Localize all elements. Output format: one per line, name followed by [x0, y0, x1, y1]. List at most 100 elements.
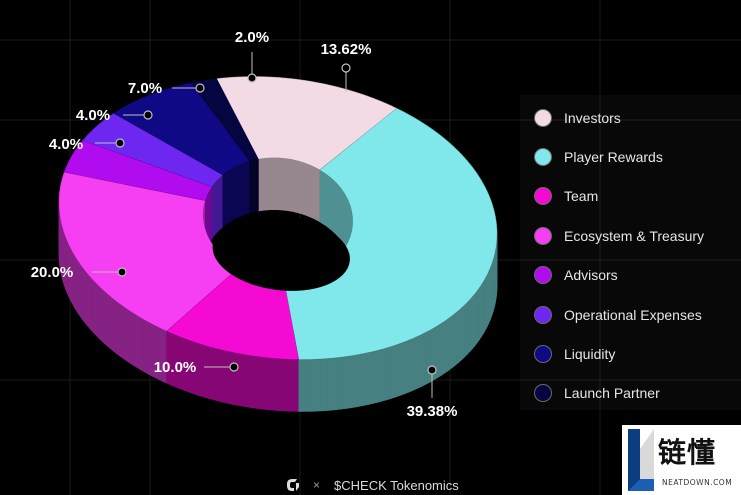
legend-item: Advisors	[530, 256, 741, 295]
slice-side-1	[458, 307, 462, 364]
leader-dot-5	[143, 110, 153, 120]
watermark-logo-icon	[628, 429, 654, 491]
slice-side-3	[116, 300, 121, 357]
slice-side-1	[445, 317, 450, 374]
legend-swatch	[534, 226, 552, 245]
slice-side-3	[82, 266, 86, 324]
slice-side-3	[109, 295, 114, 352]
slice-side-1	[309, 358, 316, 412]
slice-side-1	[366, 351, 373, 406]
footer-separator: ×	[313, 478, 321, 492]
leader-dot-1	[427, 365, 437, 375]
slice-side-1	[351, 354, 358, 408]
slice-side-2	[199, 343, 206, 398]
slice-side-1	[422, 331, 427, 387]
slice-side-3	[90, 276, 94, 334]
slice-side-1	[341, 356, 348, 410]
slice-side-2	[250, 355, 257, 409]
leader-dot-2	[229, 362, 239, 372]
slice-side-1	[461, 304, 465, 361]
slice-side-3	[139, 316, 145, 373]
slice-side-1	[361, 352, 368, 407]
slice-side-1	[391, 344, 397, 399]
label-leaders	[92, 52, 437, 398]
slice-side-1	[320, 358, 327, 412]
slice-side-3	[96, 283, 100, 340]
slice-side-3	[131, 311, 137, 368]
slice-side-1	[477, 286, 480, 344]
slice-side-3	[93, 279, 97, 337]
slice-side-2	[287, 358, 294, 412]
slice-side-2	[230, 351, 236, 406]
legend-swatch	[534, 345, 552, 364]
slice-side-1	[356, 353, 363, 408]
slice-side-1	[395, 342, 402, 398]
legend-swatch	[534, 384, 552, 403]
slice-side-3	[123, 306, 129, 363]
slice-side-3	[75, 256, 79, 315]
slice-side-3	[87, 273, 91, 331]
data-label-5: 4.0%	[76, 107, 110, 124]
slice-player-rewards	[283, 107, 498, 360]
watermark: 链懂 NEATDOWN.COM	[622, 425, 741, 495]
legend-swatch	[534, 108, 552, 127]
slice-side-2	[272, 357, 278, 411]
slice-side-3	[102, 289, 107, 346]
slice-investors	[216, 76, 398, 171]
slice-side-1	[371, 350, 378, 405]
slice-side-2	[235, 352, 242, 407]
slice-side-2	[224, 350, 231, 405]
data-label-0: 13.62%	[321, 41, 372, 58]
donut-hole	[212, 215, 350, 291]
leader-dot-7	[247, 73, 257, 83]
slice-side-2	[219, 349, 226, 404]
legend-swatch	[534, 266, 552, 285]
legend-item: Operational Expenses	[530, 295, 741, 334]
legend-item: Team	[530, 177, 741, 216]
slice-side-2	[282, 358, 289, 412]
data-label-6: 7.0%	[128, 80, 162, 97]
slice-side-1	[400, 341, 406, 396]
slice-side-1	[426, 329, 431, 385]
slice-side-1	[451, 312, 456, 369]
slice-side-1	[325, 357, 332, 411]
slice-side-3	[105, 292, 110, 349]
legend-item: Launch Partner	[530, 374, 741, 413]
legend-swatch	[534, 148, 552, 167]
slice-side-2	[266, 357, 273, 411]
slice-side-3	[143, 319, 149, 375]
legend-label: Team	[564, 188, 599, 205]
slice-side-1	[437, 322, 443, 378]
legend-swatch	[534, 187, 552, 206]
legend-item: Player Rewards	[530, 137, 741, 176]
slice-side-2	[209, 346, 216, 401]
slice-side-1	[413, 335, 419, 391]
slice-side-1	[417, 333, 423, 389]
leader-dot-4	[115, 138, 125, 148]
slice-inner-7	[249, 158, 259, 214]
slice-side-1	[303, 359, 310, 412]
legend-label: Ecosystem & Treasury	[564, 227, 705, 244]
legend-item: Investors	[530, 98, 741, 137]
slice-side-1	[376, 348, 383, 403]
slice-side-1	[448, 315, 453, 371]
legend-label: Liquidity	[564, 346, 616, 363]
slice-side-1	[479, 283, 483, 341]
slice-side-2	[214, 347, 221, 402]
slice-side-1	[404, 339, 410, 394]
slice-side-1	[409, 337, 415, 393]
slice-side-3	[99, 286, 104, 343]
slice-inner-0	[258, 157, 320, 223]
slice-side-1	[336, 356, 342, 411]
slice-side-1	[386, 345, 392, 401]
slice-side-1	[346, 355, 353, 409]
legend-item: Liquidity	[530, 334, 741, 373]
slice-side-1	[330, 357, 337, 411]
legend-label: Investors	[564, 109, 621, 126]
slice-side-1	[455, 309, 459, 366]
slice-side-1	[469, 295, 473, 353]
slice-side-3	[148, 321, 154, 378]
slice-side-2	[261, 356, 268, 410]
slice-side-1	[381, 347, 388, 402]
slice-side-1	[472, 292, 476, 350]
